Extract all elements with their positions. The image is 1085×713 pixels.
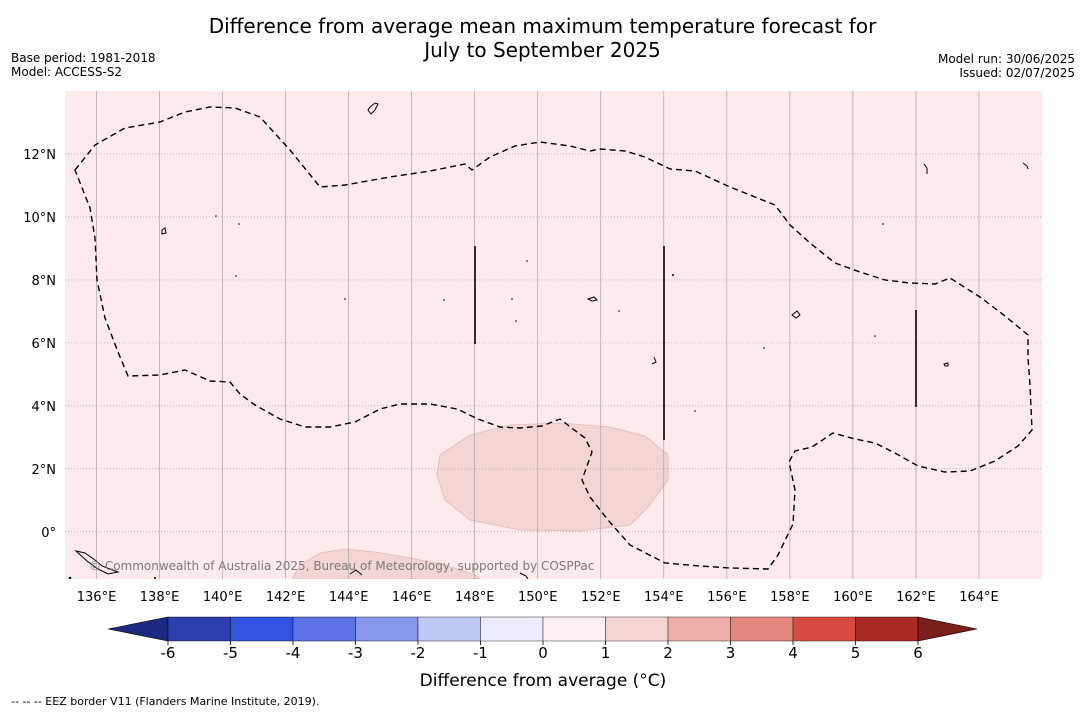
longitude-tick-label: 152°E <box>581 590 621 605</box>
longitude-tick-label: 138°E <box>140 590 180 605</box>
longitude-tick-label: 146°E <box>392 590 432 605</box>
colorbar-extend-high <box>917 616 978 642</box>
colorbar-tick-label: 0 <box>538 644 548 662</box>
colorbar-bin <box>792 616 856 642</box>
colorbar-bin <box>417 616 481 642</box>
colorbar-tick-label: -4 <box>286 644 301 662</box>
anomaly-patch <box>436 422 669 532</box>
colorbar-tick-label: 5 <box>851 644 861 662</box>
title-line-1: Difference from average mean maximum tem… <box>208 14 877 38</box>
longitude-tick-label: 154°E <box>644 590 684 605</box>
longitude-tick-label: 156°E <box>707 590 747 605</box>
issued-date: Issued: 02/07/2025 <box>959 66 1075 80</box>
latitude-tick-label: 2°N <box>32 463 57 478</box>
latitude-tick-label: 4°N <box>32 400 57 415</box>
latitude-tick-label: 6°N <box>32 337 57 352</box>
colorbar-tick-label: 1 <box>601 644 611 662</box>
colorbar-tick-label: -3 <box>348 644 363 662</box>
eez-border-north <box>74 106 1033 570</box>
colorbar-bin <box>605 616 669 642</box>
colorbar-bin <box>480 616 544 642</box>
colorbar-bin <box>730 616 794 642</box>
colorbar-tick-label: -1 <box>473 644 488 662</box>
colorbar-bin <box>292 616 356 642</box>
colorbar-bin <box>230 616 294 642</box>
colorbar-bin <box>542 616 606 642</box>
run-info: Model run: 30/06/2025 Issued: 02/07/2025 <box>938 52 1075 80</box>
model-name: Model: ACCESS-S2 <box>11 65 123 79</box>
colorbar-bin <box>855 616 919 642</box>
copyright-notice: © Commonwealth of Australia 2025, Bureau… <box>89 559 594 573</box>
colorbar-tick-label: 3 <box>726 644 736 662</box>
island-dots <box>68 215 884 579</box>
colorbar-tick-label: -2 <box>411 644 426 662</box>
map-title: Difference from average mean maximum tem… <box>0 14 1085 62</box>
base-info: Base period: 1981-2018 Model: ACCESS-S2 <box>11 51 156 79</box>
colorbar-bin <box>355 616 419 642</box>
longitude-tick-label: 150°E <box>518 590 558 605</box>
islands <box>74 102 1029 579</box>
longitude-tick-label: 140°E <box>203 590 243 605</box>
colorbar-tick-label: 4 <box>788 644 798 662</box>
colorbar-tick-label: 6 <box>913 644 923 662</box>
longitude-tick-label: 158°E <box>770 590 810 605</box>
latitude-tick-label: 12°N <box>23 148 56 163</box>
longitude-tick-label: 162°E <box>896 590 936 605</box>
colorbar-label: Difference from average (°C) <box>420 671 667 691</box>
colorbar-tick-label: 2 <box>663 644 673 662</box>
title-line-2: July to September 2025 <box>424 38 661 62</box>
colorbar-extend-low <box>107 616 169 642</box>
longitude-tick-label: 144°E <box>329 590 369 605</box>
anomaly-patch-south <box>291 548 481 579</box>
longitude-tick-label: 164°E <box>959 590 999 605</box>
longitude-tick-label: 148°E <box>455 590 495 605</box>
longitude-tick-label: 142°E <box>266 590 306 605</box>
latitude-tick-label: 8°N <box>32 274 57 289</box>
base-period: Base period: 1981-2018 <box>11 51 156 65</box>
colorbar-bin <box>167 616 231 642</box>
colorbar <box>107 616 978 642</box>
longitude-labels: 136°E 138°E 140°E 142°E 144°E 146°E 148°E 150°E… <box>77 590 999 605</box>
latitude-tick-label: 10°N <box>23 211 56 226</box>
latitude-tick-label: 0° <box>41 526 56 541</box>
colorbar-tick-label: -5 <box>223 644 238 662</box>
longitude-tick-label: 136°E <box>77 590 117 605</box>
colorbar-tick-label: -6 <box>161 644 176 662</box>
eez-footnote: -- -- -- EEZ border V11 (Flanders Marine… <box>11 695 320 708</box>
model-run: Model run: 30/06/2025 <box>937 52 1075 66</box>
latitude-labels: 12°N 10°N 8°N 6°N 4°N 2°N 0° <box>23 148 56 541</box>
colorbar-bin <box>667 616 731 642</box>
longitude-tick-label: 160°E <box>833 590 873 605</box>
colorbar-ticks: -6 -5 -4 -3 -2 -1 0 1 2 3 4 5 6 <box>161 641 923 662</box>
